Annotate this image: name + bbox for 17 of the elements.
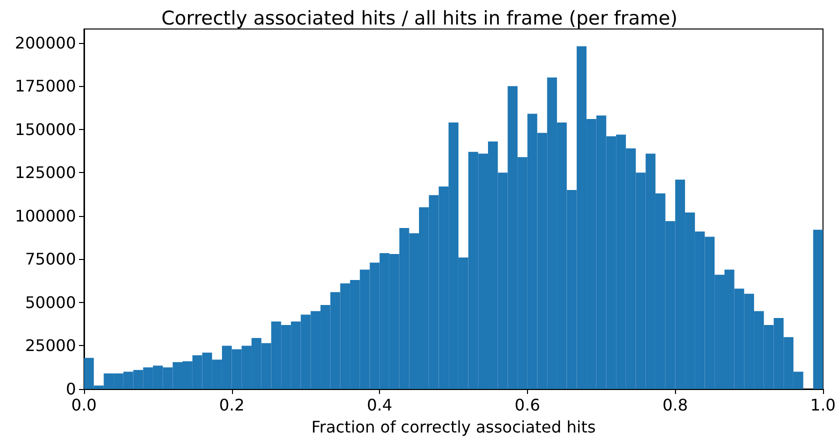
y-tick-label: 150000 <box>14 120 76 139</box>
x-tick-label: 1.0 <box>810 396 836 414</box>
y-tick-label: 25000 <box>25 336 76 356</box>
x-tick-label: 0.2 <box>219 396 245 414</box>
y-tick-label: 100000 <box>14 206 76 226</box>
y-tick-label: 175000 <box>14 76 76 96</box>
x-tick-label: 0.4 <box>366 396 392 414</box>
y-tick-label: 125000 <box>14 163 76 182</box>
x-tick-label: 0.6 <box>514 396 540 414</box>
x-tick-label: 0.8 <box>662 396 688 414</box>
y-tick-label: 50000 <box>25 292 76 312</box>
y-tick-label: 200000 <box>14 33 76 52</box>
x-tick-label: 0.0 <box>71 396 97 414</box>
y-tick-label: 0 <box>66 380 76 398</box>
chart-title: Correctly associated hits / all hits in frame (per frame) <box>161 8 678 30</box>
y-tick-label: 75000 <box>25 250 76 269</box>
x-axis-title: Fraction of correctly associated hits <box>311 418 596 436</box>
